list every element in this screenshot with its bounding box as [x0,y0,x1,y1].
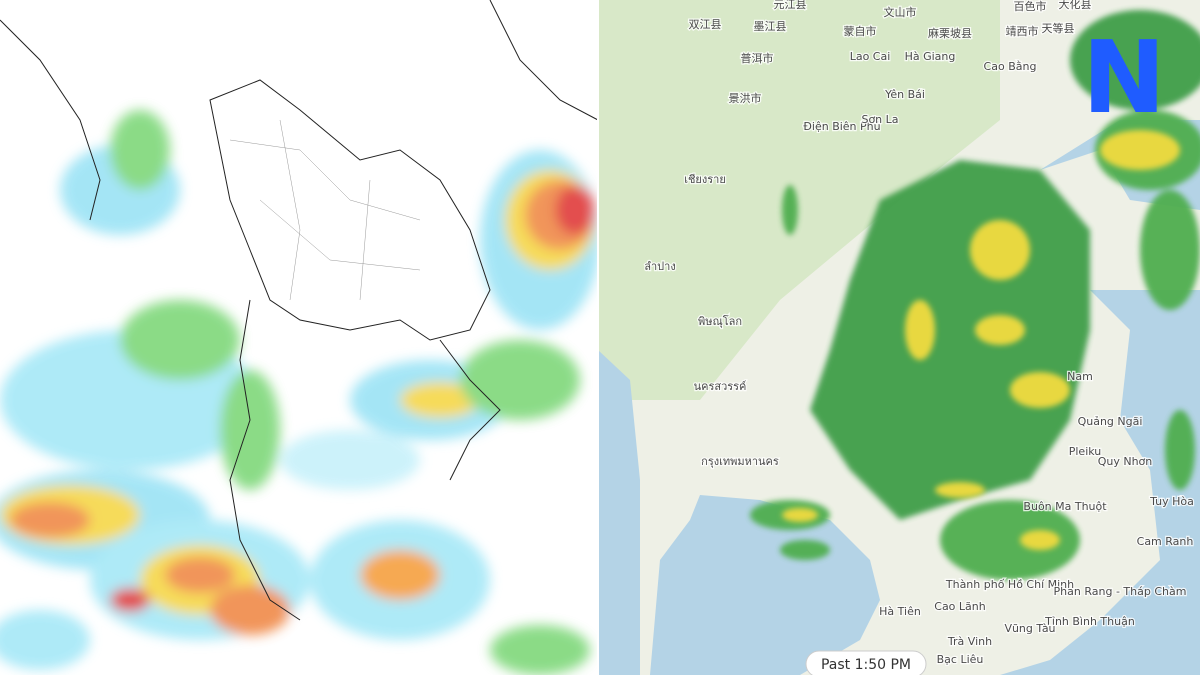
place-label: 墨江县 [754,20,787,33]
place-label: นครสวรรค์ [694,380,747,393]
place-label: Bạc Liêu [937,653,984,666]
place-label: Cao Lãnh [934,600,985,613]
place-label: Hà Tiên [879,605,921,618]
place-label: 景洪市 [729,91,762,105]
place-label: Nam [1067,370,1093,383]
timestamp: Past 1:50 PM [821,657,911,673]
place-label: พิษณุโลก [698,314,742,328]
place-label: Buôn Ma Thuột [1023,500,1107,513]
place-label: Quy Nhơn [1098,455,1153,468]
place-label: Pleiku [1069,445,1102,458]
place-label: 双江县 [689,18,722,31]
place-label: Phan Rang - Tháp Chàm [1054,585,1187,598]
place-label: 麻栗坡县 [928,26,972,40]
place-label: Điện Biên Phủ [803,120,880,133]
place-label: Sơn La [861,113,898,126]
place-label: Tỉnh Bình Thuận [1044,615,1135,628]
place-label: 靖西市 [1006,24,1039,38]
place-label: Thành phố Hồ Chí Minh [945,578,1074,591]
place-label: Hà Giang [905,50,956,63]
place-label: Trà Vinh [947,635,992,648]
place-label: Cao Bằng [984,60,1037,73]
satellite-rain-panel [0,0,600,675]
place-label: 普洱市 [741,51,774,65]
place-label: 大化县 [1059,0,1092,11]
place-label: เชียงราย [684,173,726,186]
timestamp-pill [805,650,927,675]
place-label: 蒙自市 [844,24,877,38]
place-label: 百色市 [1014,0,1047,13]
place-label: Tuy Hòa [1149,495,1194,508]
logo: N [1082,19,1166,136]
place-label: Lao Cai [850,50,891,63]
place-label: Vũng Tàu [1004,622,1055,635]
place-label: Cam Ranh [1137,535,1194,548]
place-label: กรุงเทพมหานคร [701,455,779,468]
place-label: 文山市 [884,5,917,19]
place-label: 天等县 [1042,21,1075,35]
place-label: 元江县 [774,0,807,11]
place-label: ลำปาง [644,260,675,273]
place-label: Quảng Ngãi [1078,415,1143,428]
place-label: Yên Bái [884,88,925,101]
borders [0,0,599,621]
